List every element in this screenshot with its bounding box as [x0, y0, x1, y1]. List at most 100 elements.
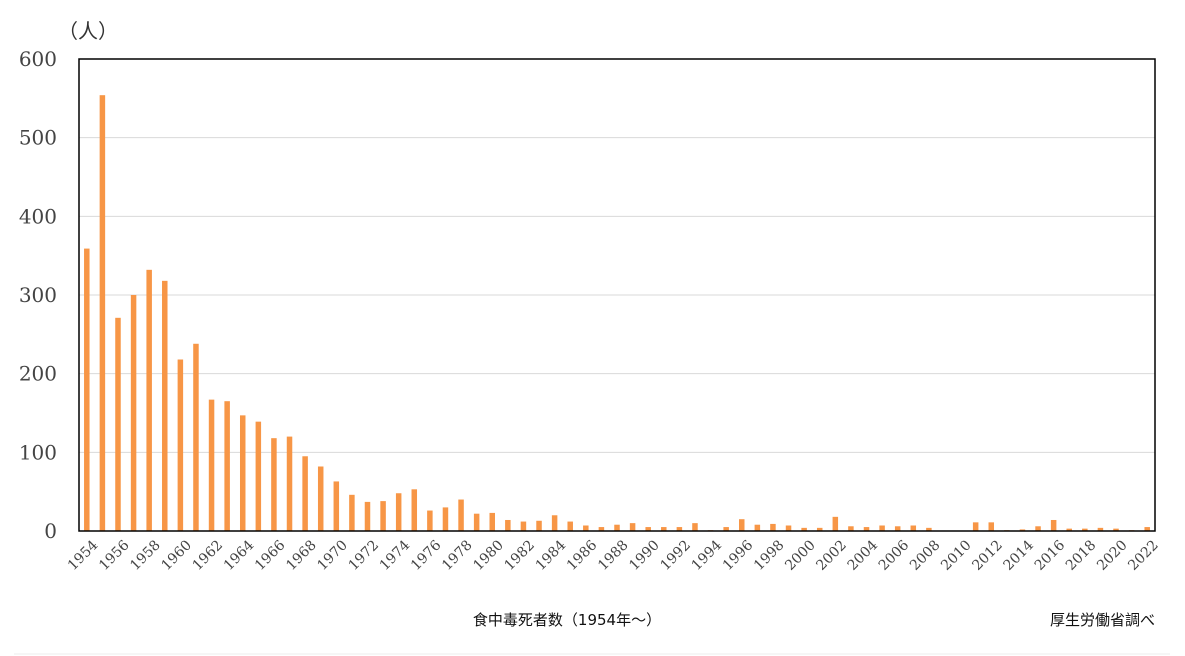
- y-tick-label: 300: [19, 283, 57, 307]
- x-axis-caption: 食中毒死者数（1954年～）: [473, 611, 661, 629]
- x-tick-label-1982: 1982: [502, 537, 539, 574]
- bar-2000: [801, 527, 807, 531]
- bar-1969: [317, 466, 324, 531]
- x-tick-label-1980: 1980: [470, 537, 507, 574]
- bar-1975: [411, 489, 418, 531]
- bar-1998: [770, 523, 776, 531]
- x-tick-label-2010: 2010: [938, 537, 975, 574]
- bar-1985: [567, 521, 573, 531]
- x-tick-label-2008: 2008: [907, 537, 944, 574]
- y-tick-label: 400: [19, 204, 57, 228]
- x-tick-label-2020: 2020: [1094, 537, 1131, 574]
- bar-1988: [614, 524, 620, 531]
- bars: [84, 95, 1150, 531]
- x-tick-label-1984: 1984: [533, 537, 570, 574]
- x-tick-label-1988: 1988: [595, 537, 632, 574]
- x-tick-label-2002: 2002: [813, 537, 850, 574]
- x-tick-label-2000: 2000: [782, 537, 819, 574]
- x-tick-label-2012: 2012: [969, 537, 1006, 574]
- x-tick-label-1978: 1978: [439, 537, 476, 574]
- bar-2016: [1050, 519, 1057, 531]
- bar-1987: [598, 527, 605, 531]
- bar-1982: [520, 521, 527, 531]
- plot-frame: [78, 58, 1156, 532]
- x-tick-label-1962: 1962: [190, 537, 227, 574]
- x-tick-label-1976: 1976: [408, 537, 445, 574]
- bar-1972: [364, 501, 371, 531]
- x-axis-ticks: 1954195619581960196219641966196819701972…: [65, 537, 1162, 574]
- x-tick-label-2004: 2004: [845, 537, 882, 574]
- bar-2014: [1019, 529, 1026, 531]
- y-axis-ticks: 0 100 200 300 400 500 600: [19, 47, 57, 543]
- bar-1961: [193, 343, 199, 531]
- x-tick-label-1972: 1972: [346, 537, 383, 574]
- bar-1984: [551, 515, 558, 531]
- bar-2002: [832, 516, 839, 531]
- bar-1996: [739, 519, 745, 531]
- y-tick-label: 200: [19, 362, 57, 386]
- bar-1989: [629, 523, 636, 531]
- gridlines: [79, 137, 1155, 453]
- x-tick-label-1990: 1990: [626, 537, 663, 574]
- bar-2005: [879, 525, 885, 531]
- bar-1970: [333, 481, 340, 531]
- bar-1999: [785, 525, 792, 531]
- bar-1956: [115, 317, 121, 531]
- bar-1981: [505, 519, 511, 531]
- bar-2015: [1035, 526, 1041, 531]
- x-tick-label-1964: 1964: [221, 537, 258, 574]
- bar-1962: [208, 399, 215, 531]
- x-tick-label-2018: 2018: [1063, 537, 1100, 574]
- bar-1976: [427, 510, 433, 531]
- bar-1993: [692, 523, 698, 531]
- x-tick-label-1966: 1966: [252, 537, 289, 574]
- y-tick-label: 0: [44, 519, 57, 543]
- x-tick-label-1992: 1992: [657, 537, 694, 574]
- bar-1997: [754, 524, 761, 531]
- x-tick-label-1954: 1954: [65, 537, 102, 574]
- source-note: 厚生労働省調べ: [1050, 611, 1155, 629]
- bar-2017: [1066, 528, 1072, 531]
- x-tick-label-2022: 2022: [1125, 537, 1162, 574]
- x-tick-label-1958: 1958: [127, 537, 164, 574]
- bar-1960: [177, 359, 184, 531]
- bar-2003: [848, 526, 854, 531]
- bar-1966: [271, 438, 277, 531]
- x-tick-label-1960: 1960: [158, 537, 195, 574]
- bar-1973: [380, 501, 386, 531]
- bar-2022: [1144, 527, 1150, 531]
- bar-1983: [536, 520, 542, 531]
- y-tick-label: 100: [19, 440, 57, 464]
- bar-1979: [473, 513, 480, 531]
- bar-2007: [910, 525, 917, 531]
- bar-1958: [146, 269, 152, 531]
- x-tick-label-1986: 1986: [564, 537, 601, 574]
- bar-1963: [224, 401, 230, 531]
- y-tick-label: 600: [19, 47, 57, 71]
- bar-1977: [442, 507, 449, 531]
- x-tick-label-1996: 1996: [720, 537, 757, 574]
- x-tick-label-2016: 2016: [1032, 537, 1069, 574]
- bar-1959: [162, 280, 168, 531]
- x-tick-label-1956: 1956: [96, 537, 133, 574]
- bar-1990: [645, 527, 651, 531]
- bar-2004: [863, 527, 870, 531]
- bar-1978: [458, 499, 464, 531]
- bar-2018: [1082, 528, 1088, 531]
- bar-1971: [349, 494, 355, 531]
- x-tick-label-1998: 1998: [751, 537, 788, 574]
- bar-1955: [99, 95, 106, 531]
- bar-1992: [676, 527, 683, 531]
- x-tick-label-1974: 1974: [377, 537, 414, 574]
- y-tick-label: 500: [19, 126, 57, 150]
- bar-1954: [84, 248, 90, 531]
- x-tick-label-1970: 1970: [314, 537, 351, 574]
- y-axis-unit-label: （人）: [58, 19, 118, 43]
- bar-1968: [302, 456, 308, 531]
- bar-1964: [239, 415, 246, 531]
- bar-1995: [723, 527, 729, 531]
- bar-2012: [988, 522, 995, 531]
- bar-1974: [395, 493, 402, 531]
- bar-2001: [816, 527, 823, 531]
